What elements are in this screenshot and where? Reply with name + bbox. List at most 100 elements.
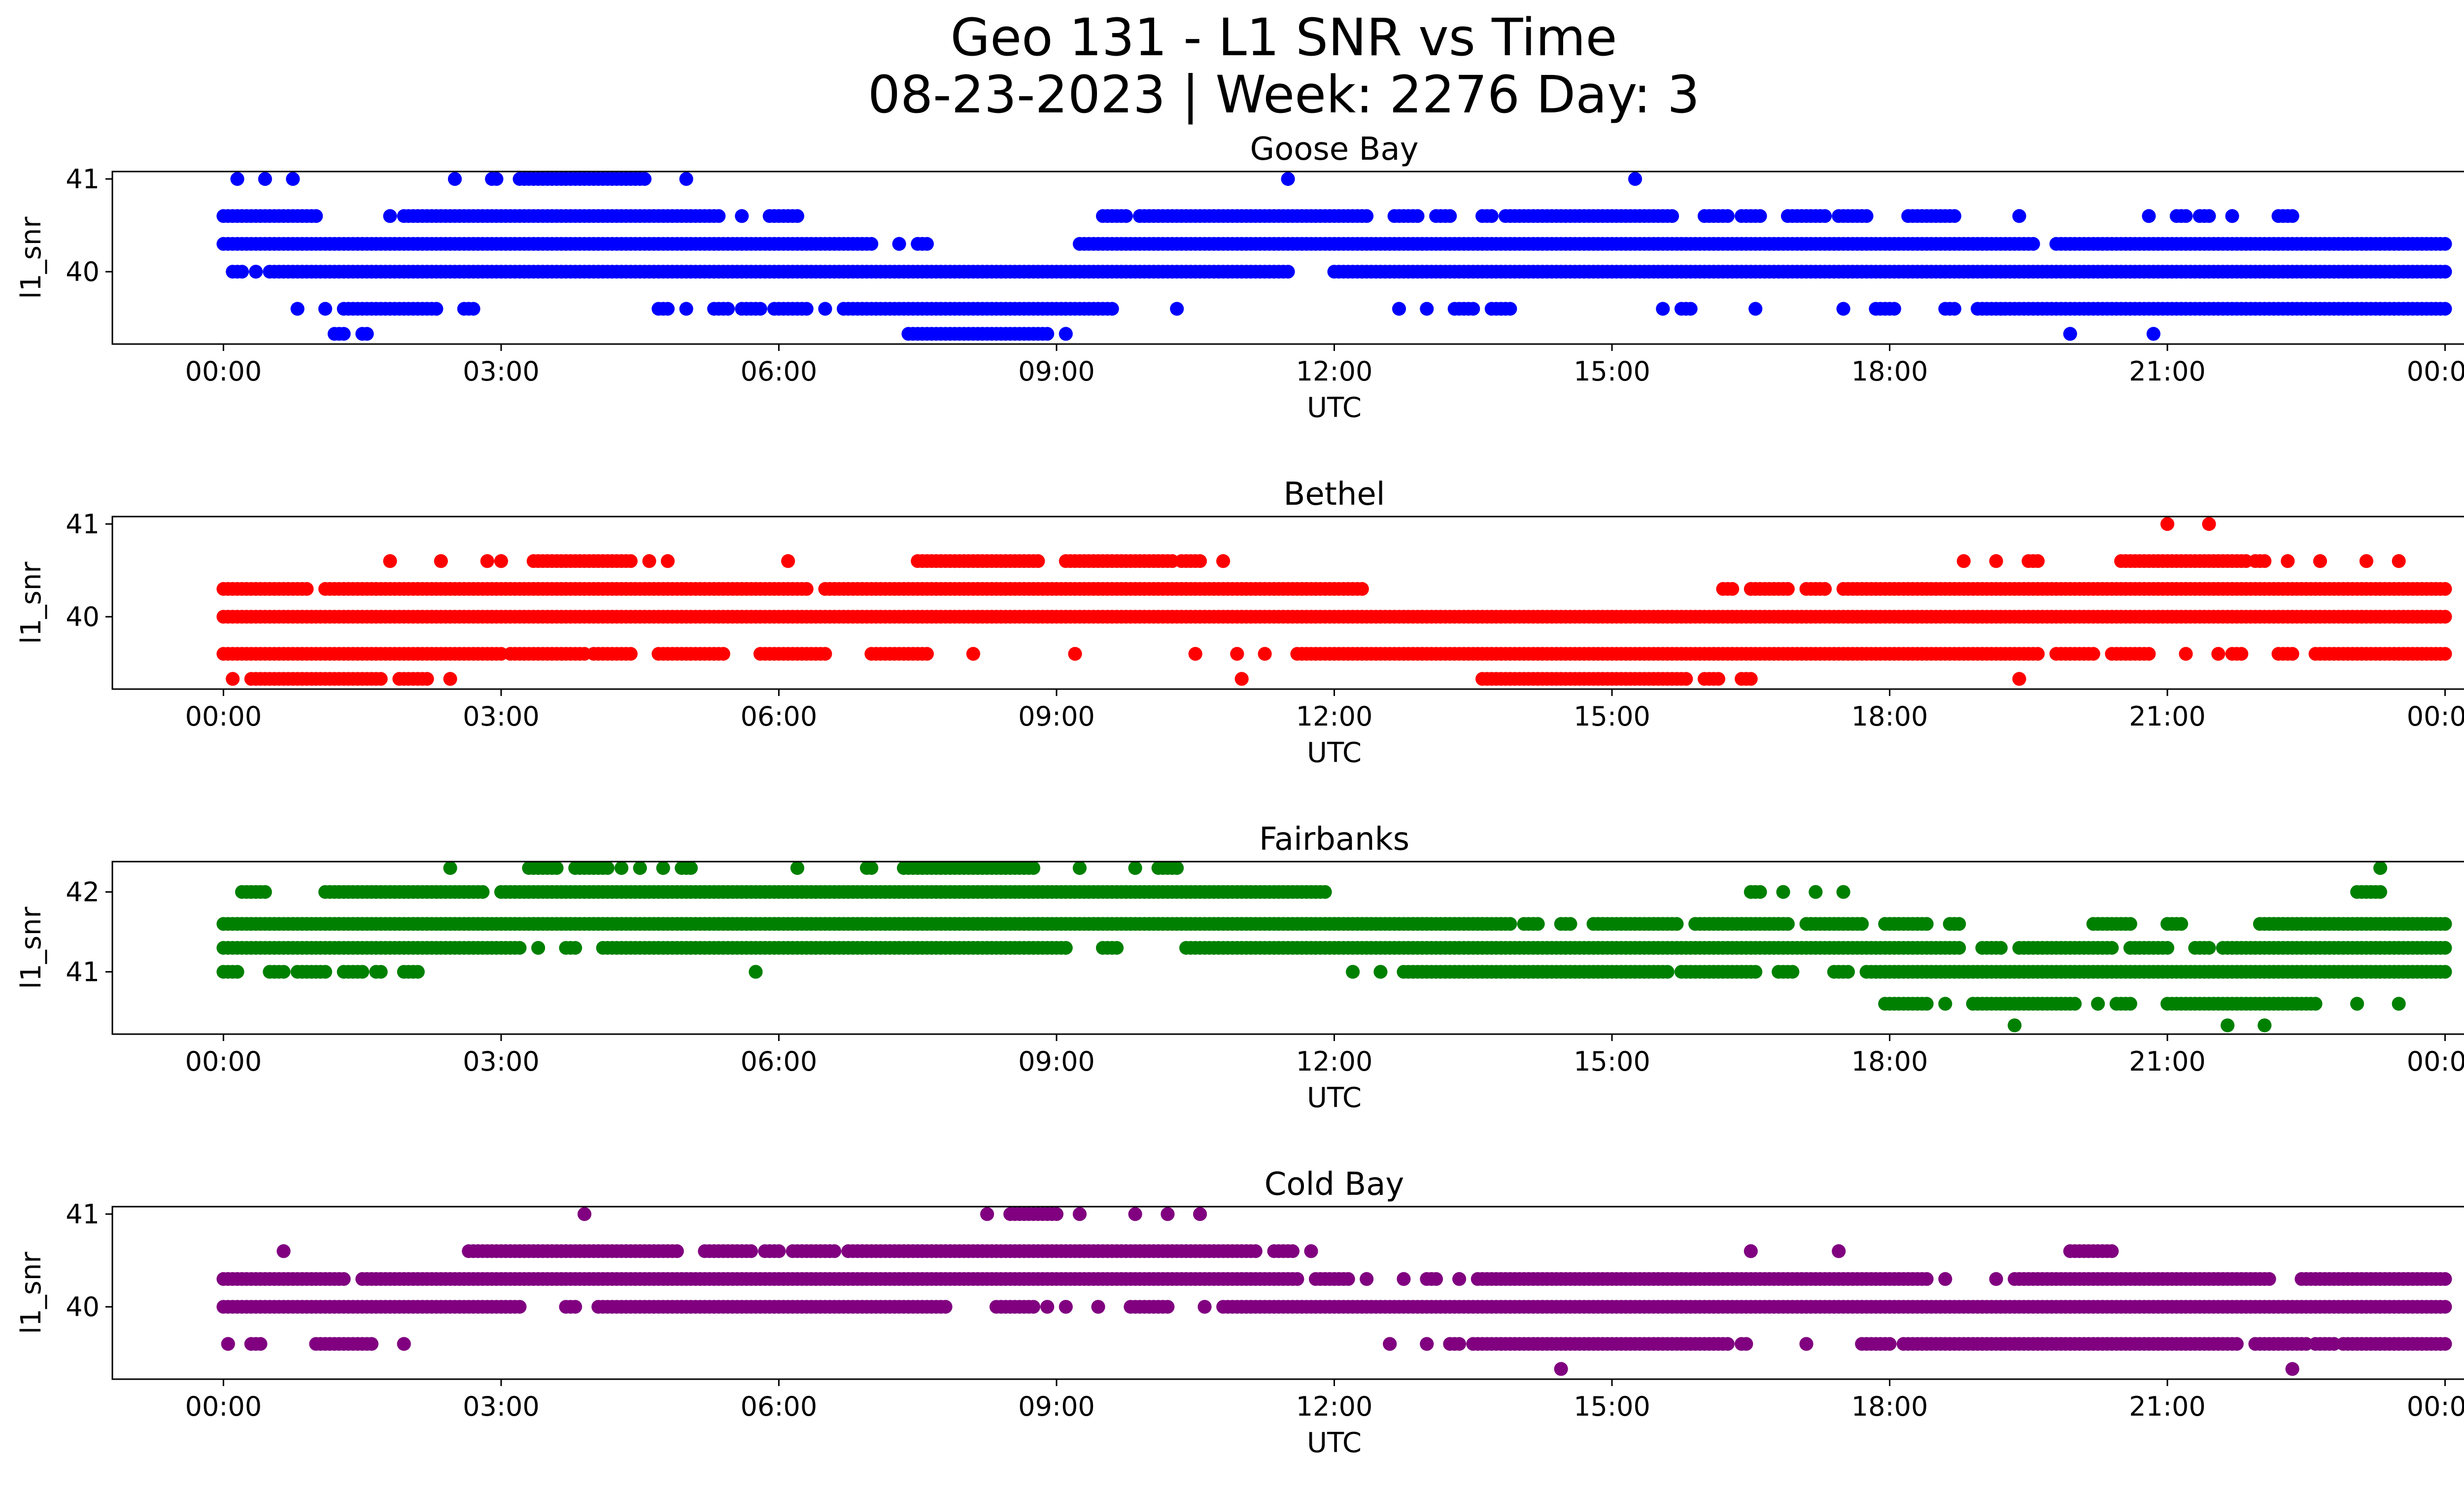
- data-points: [216, 172, 2452, 341]
- data-point: [2350, 997, 2364, 1011]
- data-point: [258, 885, 272, 899]
- data-point: [1072, 861, 1087, 875]
- data-points: [216, 517, 2452, 686]
- data-point: [799, 582, 814, 596]
- data-point: [1780, 582, 1795, 596]
- data-point: [818, 647, 832, 661]
- data-point: [2031, 554, 2045, 568]
- data-point: [1286, 1244, 1300, 1258]
- data-point: [1683, 302, 1698, 316]
- data-point: [1119, 209, 1133, 223]
- data-point: [1110, 941, 1124, 955]
- data-point: [2373, 861, 2388, 875]
- data-point: [2234, 647, 2249, 661]
- data-point: [300, 582, 314, 596]
- data-point: [679, 302, 693, 316]
- x-tick-label: 00:00: [2407, 701, 2464, 732]
- data-point: [443, 861, 457, 875]
- data-point: [2068, 997, 2082, 1011]
- y-tick-label: 42: [66, 877, 100, 908]
- data-point: [1234, 672, 1249, 686]
- data-point: [1050, 1207, 1063, 1221]
- data-point: [1665, 209, 1679, 223]
- data-point: [1503, 917, 1517, 931]
- data-point: [2438, 917, 2452, 931]
- data-point: [2179, 647, 2193, 661]
- data-point: [2258, 1018, 2272, 1033]
- data-point: [2142, 209, 2156, 223]
- data-point: [980, 1207, 994, 1221]
- x-tick-label: 21:00: [2129, 356, 2206, 387]
- data-point: [1040, 327, 1055, 341]
- data-point: [337, 327, 351, 341]
- data-point: [2012, 209, 2026, 223]
- x-tick-label: 03:00: [463, 356, 540, 387]
- figure-title-line2: 08-23-2023 | Week: 2276 Day: 3: [868, 65, 1700, 125]
- data-point: [249, 265, 263, 279]
- data-point: [1193, 1207, 1207, 1221]
- y-axis-label: l1_snr: [15, 216, 47, 299]
- data-point: [2160, 517, 2175, 531]
- data-point: [1660, 965, 1675, 979]
- data-point: [1744, 1244, 1758, 1258]
- y-tick-label: 41: [66, 957, 100, 988]
- data-point: [712, 209, 726, 223]
- data-point: [661, 302, 675, 316]
- data-point: [2308, 997, 2323, 1011]
- data-point: [226, 672, 240, 686]
- data-point: [1956, 554, 1971, 568]
- data-point: [735, 209, 749, 223]
- data-point: [443, 672, 457, 686]
- data-point: [568, 941, 582, 955]
- data-point: [818, 302, 832, 316]
- data-point: [1290, 1272, 1304, 1286]
- data-point: [1346, 965, 1360, 979]
- data-point: [258, 172, 272, 186]
- data-point: [1258, 647, 1272, 661]
- data-point: [670, 1244, 684, 1258]
- data-point: [2285, 209, 2299, 223]
- data-point: [318, 965, 332, 979]
- data-point: [1628, 172, 1642, 186]
- data-point: [276, 965, 291, 979]
- data-point: [309, 209, 323, 223]
- y-tick-label: 41: [66, 509, 100, 540]
- data-point: [1318, 885, 1332, 899]
- data-point: [2225, 209, 2239, 223]
- data-point: [656, 861, 670, 875]
- data-point: [1776, 885, 1790, 899]
- data-point: [2123, 997, 2137, 1011]
- data-point: [1105, 302, 1119, 316]
- y-tick-label: 40: [66, 256, 100, 287]
- data-point: [2012, 672, 2026, 686]
- data-point: [1780, 917, 1795, 931]
- x-tick-label: 06:00: [741, 356, 818, 387]
- data-point: [374, 965, 388, 979]
- data-point: [1429, 1272, 1443, 1286]
- x-tick-label: 06:00: [741, 1046, 818, 1077]
- data-point: [1656, 302, 1670, 316]
- data-point: [799, 302, 814, 316]
- data-point: [749, 965, 763, 979]
- data-point: [2146, 327, 2160, 341]
- data-point: [1503, 302, 1517, 316]
- data-point: [2202, 941, 2216, 955]
- x-tick-label: 00:00: [2407, 1046, 2464, 1077]
- data-point: [230, 965, 244, 979]
- data-point: [1170, 302, 1184, 316]
- data-point: [2026, 237, 2040, 251]
- data-point: [318, 302, 332, 316]
- data-point: [2063, 327, 2077, 341]
- data-point: [1531, 917, 1545, 931]
- x-tick-label: 21:00: [2129, 1046, 2206, 1077]
- data-point: [276, 1244, 291, 1258]
- data-point: [2313, 554, 2327, 568]
- data-point: [1281, 265, 1295, 279]
- y-tick-label: 41: [66, 164, 100, 195]
- data-point: [1725, 582, 1740, 596]
- data-point: [623, 554, 638, 568]
